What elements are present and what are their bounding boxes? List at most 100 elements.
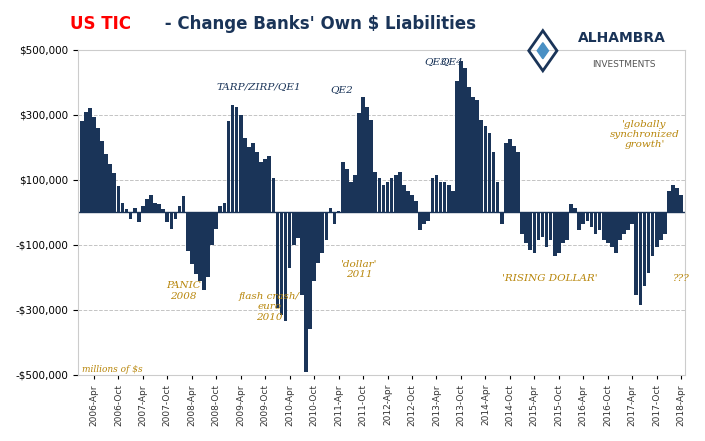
Bar xyxy=(145,199,149,213)
Bar xyxy=(667,191,670,213)
Text: 'RISING DOLLAR': 'RISING DOLLAR' xyxy=(502,274,597,283)
Bar xyxy=(267,156,271,213)
Bar xyxy=(675,188,679,213)
Bar xyxy=(418,213,422,230)
Bar xyxy=(451,191,455,213)
Bar xyxy=(472,97,475,213)
Bar xyxy=(614,213,618,253)
Bar xyxy=(508,139,512,213)
Polygon shape xyxy=(537,43,548,59)
Bar xyxy=(308,213,312,329)
Bar xyxy=(410,194,414,213)
Bar xyxy=(153,203,157,213)
Bar xyxy=(296,213,300,239)
Bar xyxy=(606,213,610,243)
Bar xyxy=(525,213,528,243)
Bar xyxy=(223,203,226,213)
Text: ALHAMBRA: ALHAMBRA xyxy=(578,31,666,45)
Bar xyxy=(427,213,430,220)
Bar xyxy=(100,141,104,213)
Bar xyxy=(207,213,210,277)
Text: QE3: QE3 xyxy=(424,57,447,67)
Bar xyxy=(374,172,377,213)
Bar xyxy=(394,175,398,213)
Bar xyxy=(198,213,202,280)
Bar xyxy=(247,147,251,213)
Bar xyxy=(264,159,267,213)
Bar xyxy=(365,107,369,213)
Bar xyxy=(634,213,638,295)
Bar xyxy=(345,168,348,213)
Text: flash crash/
euro
2010: flash crash/ euro 2010 xyxy=(239,292,300,321)
Bar xyxy=(292,213,295,245)
Bar xyxy=(553,213,556,256)
Text: TARP/ZIRP/QE1: TARP/ZIRP/QE1 xyxy=(216,82,301,91)
Bar xyxy=(341,162,345,213)
Bar xyxy=(300,213,304,295)
Bar xyxy=(214,213,218,229)
Bar xyxy=(255,152,259,213)
Bar xyxy=(235,107,238,213)
Bar xyxy=(659,213,663,240)
Bar xyxy=(504,142,508,213)
Bar xyxy=(369,120,373,213)
Bar xyxy=(259,162,263,213)
Bar xyxy=(125,209,128,213)
Bar xyxy=(141,206,145,213)
Bar xyxy=(92,116,96,213)
Text: QE2: QE2 xyxy=(331,85,353,94)
Bar xyxy=(618,213,622,240)
Bar xyxy=(520,213,524,234)
Bar xyxy=(226,121,231,213)
Bar xyxy=(398,172,402,213)
Bar xyxy=(219,206,222,213)
Bar xyxy=(565,213,569,240)
Bar xyxy=(484,126,487,213)
Bar xyxy=(349,182,352,213)
Bar xyxy=(317,213,320,263)
Bar xyxy=(361,97,365,213)
Bar xyxy=(378,178,381,213)
Bar xyxy=(190,213,194,265)
Bar xyxy=(488,133,491,213)
Bar xyxy=(104,154,108,213)
Bar xyxy=(178,206,181,213)
Text: 'dollar'
2011: 'dollar' 2011 xyxy=(341,260,377,280)
Bar xyxy=(545,213,548,247)
Bar xyxy=(186,213,190,251)
Bar xyxy=(137,213,140,222)
Bar xyxy=(173,213,177,219)
Bar xyxy=(496,182,499,213)
Bar xyxy=(231,105,234,213)
Bar xyxy=(434,175,439,213)
Bar xyxy=(467,87,471,213)
Bar xyxy=(109,164,112,213)
Text: 'globally
synchronized
growth': 'globally synchronized growth' xyxy=(610,120,680,149)
Bar xyxy=(582,213,585,224)
Bar xyxy=(194,213,197,274)
Bar xyxy=(113,173,116,213)
Bar xyxy=(406,191,410,213)
Bar xyxy=(623,213,626,234)
Bar xyxy=(594,213,597,234)
Bar xyxy=(463,68,467,213)
Bar xyxy=(537,213,540,240)
Text: ???: ??? xyxy=(673,274,689,283)
Bar xyxy=(88,108,92,213)
Bar xyxy=(475,100,479,213)
Bar xyxy=(512,146,516,213)
Bar xyxy=(283,213,288,321)
Bar xyxy=(443,182,446,213)
Bar xyxy=(643,213,646,286)
Bar xyxy=(671,185,675,213)
Bar xyxy=(271,178,275,213)
Bar xyxy=(516,152,520,213)
Bar xyxy=(96,128,100,213)
Bar xyxy=(337,211,341,213)
Bar xyxy=(651,213,654,256)
Bar xyxy=(500,213,503,224)
Bar xyxy=(210,213,214,245)
Bar xyxy=(479,120,483,213)
Bar xyxy=(324,213,329,240)
Bar xyxy=(239,115,243,213)
